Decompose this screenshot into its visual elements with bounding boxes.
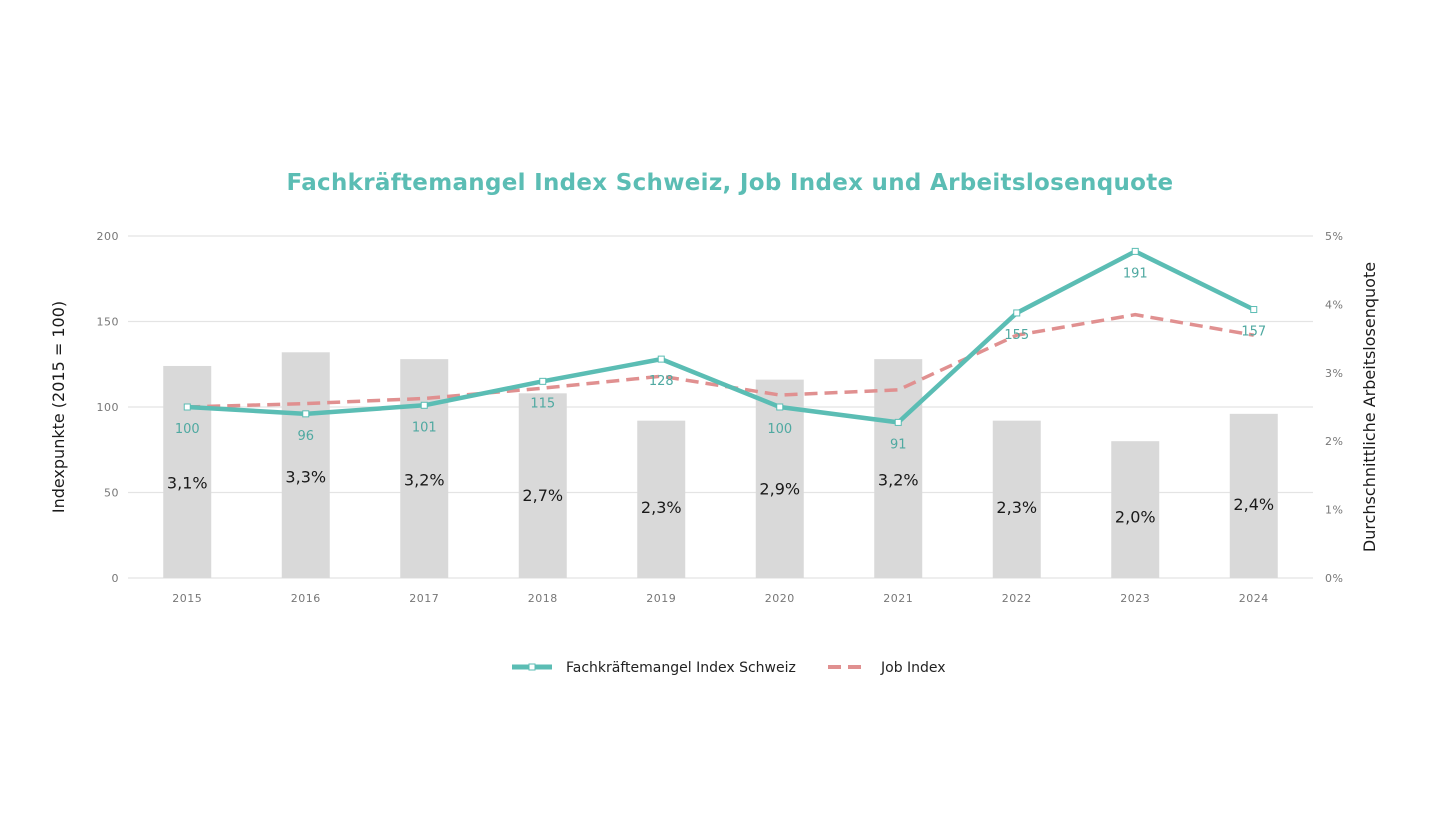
- fachkraeftemangel-value-label: 128: [649, 374, 674, 389]
- bar: [992, 420, 1041, 578]
- legend-item-job-index: Job Index: [828, 660, 946, 676]
- y2-axis-title: Durchschnittliche Arbeitslosenquote: [1360, 262, 1379, 552]
- fachkraeftemangel-value-label: 101: [412, 420, 437, 435]
- y-axis-ticks: 0 50 100 150 200: [97, 230, 120, 585]
- series-lines: [183, 247, 1258, 426]
- fachkraeftemangel-point: [1013, 309, 1021, 317]
- fachkraeftemangel-value-label: 155: [1004, 328, 1029, 343]
- legend: Fachkräftemangel Index Schweiz Job Index: [512, 660, 946, 676]
- fachkraeftemangel-point: [657, 355, 665, 363]
- bar-value-label: 3,2%: [404, 471, 445, 490]
- y-axis-title: Indexpunkte (2015 = 100): [49, 301, 68, 513]
- x-tick-label: 2020: [765, 592, 795, 605]
- bar-value-label: 2,0%: [1115, 507, 1156, 526]
- bar: [755, 379, 804, 578]
- fachkraeftemangel-point: [539, 377, 547, 385]
- fachkraeftemangel-point: [302, 410, 310, 418]
- y-tick-label: 200: [97, 230, 120, 243]
- x-tick-label: 2017: [409, 592, 439, 605]
- legend-label-fachkraeftemangel: Fachkräftemangel Index Schweiz: [566, 660, 796, 676]
- bar-value-label: 3,3%: [285, 467, 326, 486]
- bar-value-label: 2,4%: [1233, 495, 1274, 514]
- y2-tick-label: 4%: [1325, 298, 1343, 311]
- bar-value-label: 3,2%: [878, 471, 919, 490]
- bar-value-label: 2,3%: [641, 498, 682, 517]
- legend-label-job-index: Job Index: [880, 660, 946, 676]
- x-tick-label: 2016: [291, 592, 321, 605]
- y2-tick-label: 3%: [1325, 367, 1343, 380]
- bar: [637, 420, 686, 578]
- x-tick-label: 2018: [528, 592, 558, 605]
- x-tick-label: 2019: [646, 592, 676, 605]
- fachkraeftemangel-value-label: 100: [767, 422, 792, 437]
- fachkraeftemangel-point: [1131, 247, 1139, 255]
- fachkraeftemangel-value-label: 100: [175, 422, 200, 437]
- fachkraeftemangel-point: [894, 418, 902, 426]
- y2-tick-label: 5%: [1325, 230, 1343, 243]
- y-tick-label: 50: [104, 487, 119, 500]
- x-tick-label: 2024: [1239, 592, 1269, 605]
- y-tick-label: 150: [97, 316, 120, 329]
- x-axis-ticks: 2015 2016 2017 2018 2019 2020 2021 2022 2023 2024: [172, 592, 1269, 605]
- x-tick-label: 2021: [883, 592, 913, 605]
- fachkraeftemangel-point: [183, 403, 191, 411]
- fachkraeftemangel-value-label: 191: [1123, 266, 1148, 281]
- bar-value-label: 2,3%: [996, 498, 1037, 517]
- chart-title: Fachkräftemangel Index Schweiz, Job Inde…: [287, 170, 1174, 196]
- x-tick-label: 2015: [172, 592, 202, 605]
- bar: [1111, 441, 1160, 578]
- fachkraeftemangel-value-label: 91: [890, 437, 907, 452]
- bar: [281, 352, 330, 578]
- fachkraeftemangel-line: [187, 249, 1255, 425]
- bar: [518, 393, 567, 578]
- y2-tick-label: 0%: [1325, 572, 1343, 585]
- legend-marker-fachkraeftemangel: [528, 663, 536, 671]
- job-index-line: [187, 312, 1255, 409]
- bar-value-label: 2,9%: [759, 480, 800, 499]
- fachkraeftemangel-point: [420, 401, 428, 409]
- fachkraeftemangel-value-label: 157: [1241, 325, 1266, 340]
- bar: [874, 359, 923, 578]
- y2-tick-label: 2%: [1325, 435, 1343, 448]
- fachkraeftemangel-value-label: 115: [530, 396, 555, 411]
- bar: [163, 365, 212, 578]
- bar: [1229, 413, 1278, 578]
- fachkraeftemangel-point: [776, 403, 784, 411]
- bar-value-label: 2,7%: [522, 486, 563, 505]
- bar: [400, 359, 449, 578]
- bar-value-label: 3,1%: [167, 474, 208, 493]
- y-tick-label: 100: [97, 401, 120, 414]
- fachkraeftemangel-point: [1250, 306, 1258, 314]
- fachkraeftemangel-value-label: 96: [297, 429, 314, 444]
- bars: [163, 352, 1278, 578]
- point-labels: 100 96 101 115 128 100 91 155 191 157: [175, 266, 1266, 452]
- legend-item-fachkraeftemangel: Fachkräftemangel Index Schweiz: [512, 660, 796, 676]
- y-tick-label: 0: [112, 572, 120, 585]
- x-tick-label: 2023: [1120, 592, 1150, 605]
- y2-axis-ticks: 0% 1% 2% 3% 4% 5%: [1325, 230, 1343, 585]
- x-tick-label: 2022: [1002, 592, 1032, 605]
- y2-tick-label: 1%: [1325, 504, 1343, 517]
- bar-labels: 3,1% 3,3% 3,2% 2,7% 2,3% 2,9% 3,2% 2,3% 2,0% 2,4%: [167, 467, 1274, 526]
